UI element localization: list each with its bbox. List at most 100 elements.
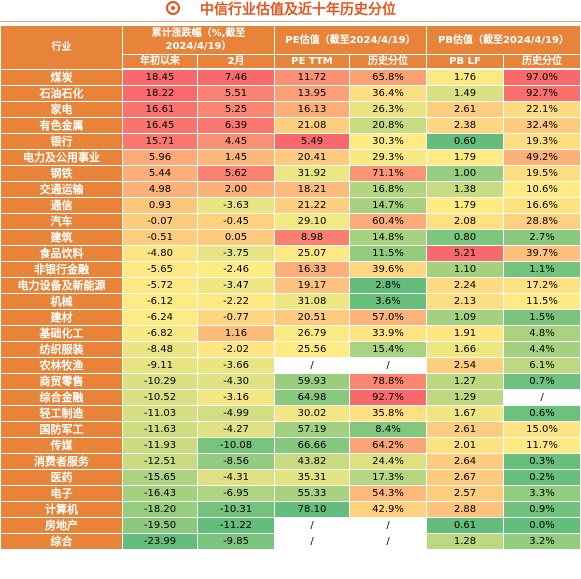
cell-pe-percentile: 39.6% <box>349 261 427 278</box>
cell-industry: 消费者服务 <box>0 453 123 470</box>
cell-pe-ttm: 30.02 <box>274 405 350 422</box>
header-group-pb: PB估值（截至2024/4/19） <box>426 25 581 55</box>
cell-pe-percentile: 71.1% <box>349 165 427 182</box>
header-ytd: 年初以来 <box>122 54 198 70</box>
cell-feb: 7.46 <box>197 68 275 86</box>
cell-pe-ttm: 31.08 <box>274 293 350 310</box>
table-row: 银行 15.71 4.45 5.49 30.3% 0.60 19.3% <box>0 133 581 150</box>
cell-pe-percentile: 24.4% <box>349 453 427 470</box>
cell-pe-ttm: 5.49 <box>274 133 350 150</box>
table-row: 农林牧渔 -9.11 -3.66//2.54 6.1% <box>0 357 581 374</box>
cell-ytd: 15.71 <box>122 133 198 150</box>
header-pe-ttm: PE TTM <box>274 54 350 70</box>
cell-feb: 6.39 <box>197 117 275 134</box>
table-row: 钢铁 5.44 5.62 31.92 71.1% 1.00 19.5% <box>0 165 581 182</box>
cell-industry: 煤炭 <box>0 68 123 86</box>
cell-industry: 石油石化 <box>0 85 123 102</box>
cell-pb-lf: 1.28 <box>426 533 504 550</box>
cell-industry: 非银行金融 <box>0 261 123 278</box>
cell-ytd: -0.51 <box>122 229 198 246</box>
cell-pe-ttm: 16.33 <box>274 261 350 278</box>
cell-pb-percentile: 1.5% <box>503 309 581 326</box>
header-feb: 2月 <box>197 54 275 70</box>
cell-feb: -4.30 <box>197 373 275 390</box>
cell-pe-ttm: / <box>274 357 350 374</box>
cell-feb: -3.63 <box>197 197 275 214</box>
cell-industry: 有色金属 <box>0 117 123 134</box>
cell-pb-percentile: 97.0% <box>503 68 581 86</box>
cell-pe-ttm: 25.07 <box>274 245 350 262</box>
cell-pb-percentile: 4.8% <box>503 325 581 342</box>
cell-feb: -4.27 <box>197 421 275 438</box>
cell-pb-lf: 1.79 <box>426 197 504 214</box>
cell-pb-lf: 2.01 <box>426 437 504 454</box>
cell-ytd: -16.43 <box>122 485 198 502</box>
cell-ytd: -12.51 <box>122 453 198 470</box>
table-row: 国防军工 -11.63 -4.27 57.19 8.4% 2.61 15.0% <box>0 421 581 438</box>
cell-feb: -2.46 <box>197 261 275 278</box>
header-industry: 行业 <box>0 25 123 70</box>
cell-feb: -11.22 <box>197 517 275 534</box>
cell-pb-percentile: 15.0% <box>503 421 581 438</box>
cell-feb: -6.95 <box>197 485 275 502</box>
cell-pb-percentile: 19.3% <box>503 133 581 150</box>
cell-ytd: 4.98 <box>122 181 198 198</box>
table-row: 建材 -6.24 -0.77 20.51 57.0% 1.09 1.5% <box>0 309 581 326</box>
header-pb-percentile: 历史分位 <box>503 54 581 70</box>
cell-industry: 综合 <box>0 533 123 550</box>
cell-pb-percentile: 0.6% <box>503 405 581 422</box>
cell-pe-percentile: 15.4% <box>349 341 427 358</box>
cell-pb-percentile: 2.7% <box>503 229 581 246</box>
table-row: 综合金融 -10.52 -3.16 64.98 92.7% 1.29/ <box>0 389 581 406</box>
cell-pe-percentile: 17.3% <box>349 469 427 486</box>
cell-industry: 农林牧渔 <box>0 357 123 374</box>
cell-pb-lf: 1.10 <box>426 261 504 278</box>
cell-pe-percentile: 8.4% <box>349 421 427 438</box>
cell-pb-percentile: 11.7% <box>503 437 581 454</box>
cell-pe-ttm: 29.10 <box>274 213 350 230</box>
cell-pb-lf: 0.60 <box>426 133 504 150</box>
cell-feb: 5.25 <box>197 101 275 118</box>
cell-pe-ttm: 43.82 <box>274 453 350 470</box>
cell-feb: 5.51 <box>197 85 275 102</box>
cell-pe-ttm: 16.13 <box>274 101 350 118</box>
cell-pe-ttm: 11.72 <box>274 68 350 86</box>
cell-pb-lf: 2.54 <box>426 357 504 374</box>
cell-ytd: -11.93 <box>122 437 198 454</box>
cell-pe-percentile: / <box>349 517 427 534</box>
cell-ytd: -11.03 <box>122 405 198 422</box>
cell-ytd: -10.52 <box>122 389 198 406</box>
cell-pe-ttm: 57.19 <box>274 421 350 438</box>
cell-ytd: -11.63 <box>122 421 198 438</box>
cell-pb-lf: 1.91 <box>426 325 504 342</box>
cell-pe-percentile: 2.8% <box>349 277 427 294</box>
cell-pb-percentile: / <box>503 389 581 406</box>
cell-pe-ttm: 19.17 <box>274 277 350 294</box>
header-pe-percentile: 历史分位 <box>349 54 427 70</box>
cell-ytd: -10.29 <box>122 373 198 390</box>
cell-pe-percentile: / <box>349 357 427 374</box>
cell-pb-percentile: 19.5% <box>503 165 581 182</box>
cell-pb-percentile: 0.9% <box>503 501 581 518</box>
cell-pb-lf: 1.49 <box>426 85 504 102</box>
cell-industry: 食品饮料 <box>0 245 123 262</box>
cell-feb: -0.77 <box>197 309 275 326</box>
cell-ytd: 18.45 <box>122 68 198 86</box>
cell-ytd: -18.20 <box>122 501 198 518</box>
cell-industry: 基础化工 <box>0 325 123 342</box>
cell-pb-lf: 1.09 <box>426 309 504 326</box>
cell-pb-percentile: 16.6% <box>503 197 581 214</box>
cell-industry: 计算机 <box>0 501 123 518</box>
cell-pe-percentile: 57.0% <box>349 309 427 326</box>
cell-pe-ttm: 35.31 <box>274 469 350 486</box>
cell-feb: -4.99 <box>197 405 275 422</box>
cell-pb-lf: 2.61 <box>426 421 504 438</box>
cell-industry: 通信 <box>0 197 123 214</box>
cell-ytd: -8.48 <box>122 341 198 358</box>
cell-pb-percentile: 4.4% <box>503 341 581 358</box>
cell-ytd: -6.82 <box>122 325 198 342</box>
cell-industry: 汽车 <box>0 213 123 230</box>
cell-feb: 1.16 <box>197 325 275 342</box>
table-row: 纺织服装 -8.48 -2.02 25.56 15.4% 1.66 4.4% <box>0 341 581 358</box>
cell-pb-lf: 1.66 <box>426 341 504 358</box>
